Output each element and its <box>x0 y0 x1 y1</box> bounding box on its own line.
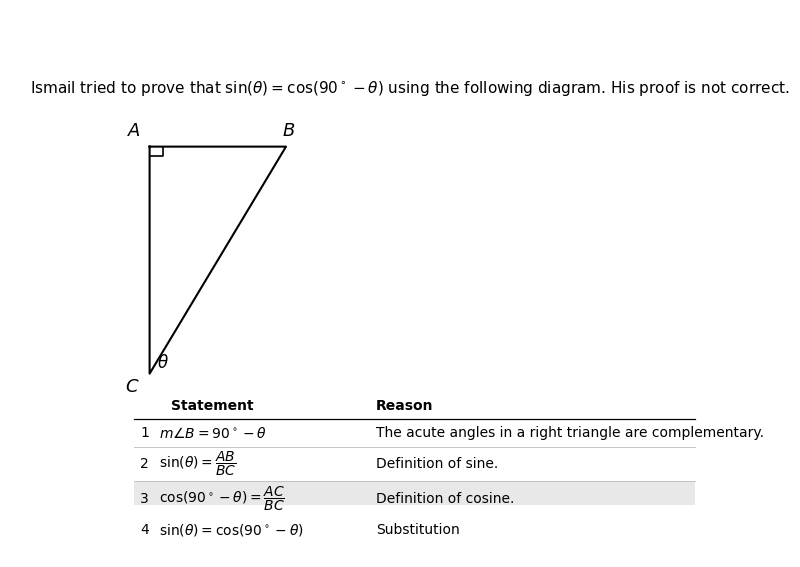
Text: Definition of cosine.: Definition of cosine. <box>376 492 514 506</box>
Text: $B$: $B$ <box>282 122 296 141</box>
Text: $m\angle B = 90^\circ - \theta$: $m\angle B = 90^\circ - \theta$ <box>159 425 266 441</box>
Text: $\sin(\theta) = \cos(90^\circ - \theta)$: $\sin(\theta) = \cos(90^\circ - \theta)$ <box>159 522 304 538</box>
Text: Statement: Statement <box>171 399 254 413</box>
Text: Definition of sine.: Definition of sine. <box>376 457 498 471</box>
Text: $\cos(90^\circ - \theta) = \dfrac{AC}{BC}$: $\cos(90^\circ - \theta) = \dfrac{AC}{BC… <box>159 485 285 513</box>
Text: Substitution: Substitution <box>376 523 460 537</box>
Text: Reason: Reason <box>376 399 434 413</box>
Text: $A$: $A$ <box>127 122 141 141</box>
Text: 1: 1 <box>140 426 149 440</box>
Text: 2: 2 <box>140 457 149 471</box>
Bar <box>134 481 695 517</box>
Text: 3: 3 <box>140 492 149 506</box>
Text: $\sin(\theta) = \dfrac{AB}{BC}$: $\sin(\theta) = \dfrac{AB}{BC}$ <box>159 450 236 478</box>
Text: $C$: $C$ <box>125 378 139 396</box>
Text: The acute angles in a right triangle are complementary.: The acute angles in a right triangle are… <box>376 426 764 440</box>
Text: Ismail tried to prove that $\sin(\theta) = \cos(90^\circ - \theta)$ using the fo: Ismail tried to prove that $\sin(\theta)… <box>30 79 790 98</box>
Text: $\theta$: $\theta$ <box>158 354 169 372</box>
Text: 4: 4 <box>140 523 149 537</box>
